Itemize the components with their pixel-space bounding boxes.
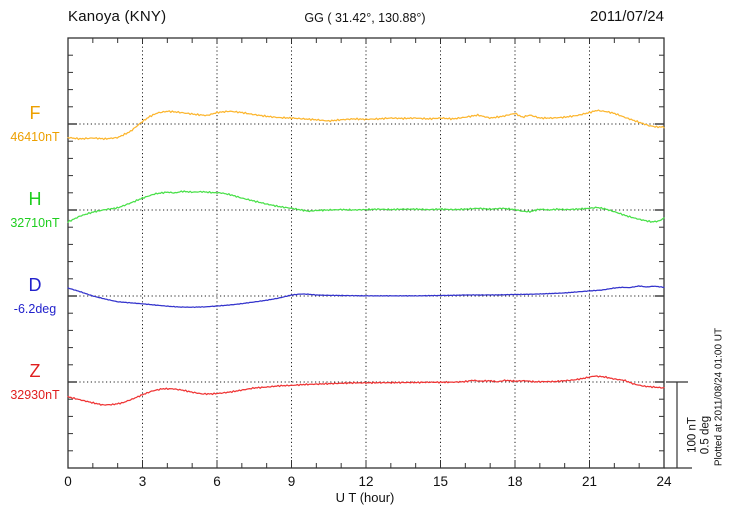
x-tick-label: 6	[213, 474, 221, 489]
component-baseline-value-d: -6.2deg	[13, 302, 57, 316]
scale-bar-label-nt: 100 nT	[686, 417, 699, 453]
component-letter-z: Z	[29, 361, 41, 381]
geographic-coords: GG ( 31.42°, 130.88°)	[304, 11, 426, 25]
trace-F	[67, 109, 665, 141]
x-tick-label: 0	[64, 474, 72, 489]
component-baseline-value-f: 46410nT	[10, 130, 60, 144]
component-letter-d: D	[28, 275, 42, 295]
x-tick-label: 9	[287, 474, 296, 489]
scale-bar-labels: 100 nT 0.5 deg	[687, 416, 712, 454]
x-tick-label: 12	[358, 474, 374, 489]
trace-Z	[67, 375, 665, 406]
component-baseline-value-z: 32930nT	[10, 388, 60, 402]
component-letter-f: F	[29, 103, 41, 123]
component-letter-h: H	[28, 189, 42, 209]
component-baseline-value-h: 32710nT	[10, 216, 60, 230]
x-tick-label: 21	[581, 474, 598, 489]
x-tick-label: 15	[432, 474, 449, 489]
plotted-timestamp: Plotted at 2011/08/24 01:00 UT	[713, 327, 725, 467]
x-tick-label: 24	[656, 474, 672, 489]
scale-bar-label-deg: 0.5 deg	[699, 415, 711, 455]
plot-date: 2011/07/24	[590, 8, 664, 25]
trace-H	[67, 190, 665, 224]
trace-D	[67, 285, 665, 309]
x-tick-label: 18	[507, 474, 523, 489]
x-axis-title: U T (hour)	[335, 490, 395, 505]
plot-frame	[67, 37, 665, 469]
station-name: Kanoya (KNY)	[68, 8, 167, 25]
x-tick-label: 3	[138, 474, 147, 489]
